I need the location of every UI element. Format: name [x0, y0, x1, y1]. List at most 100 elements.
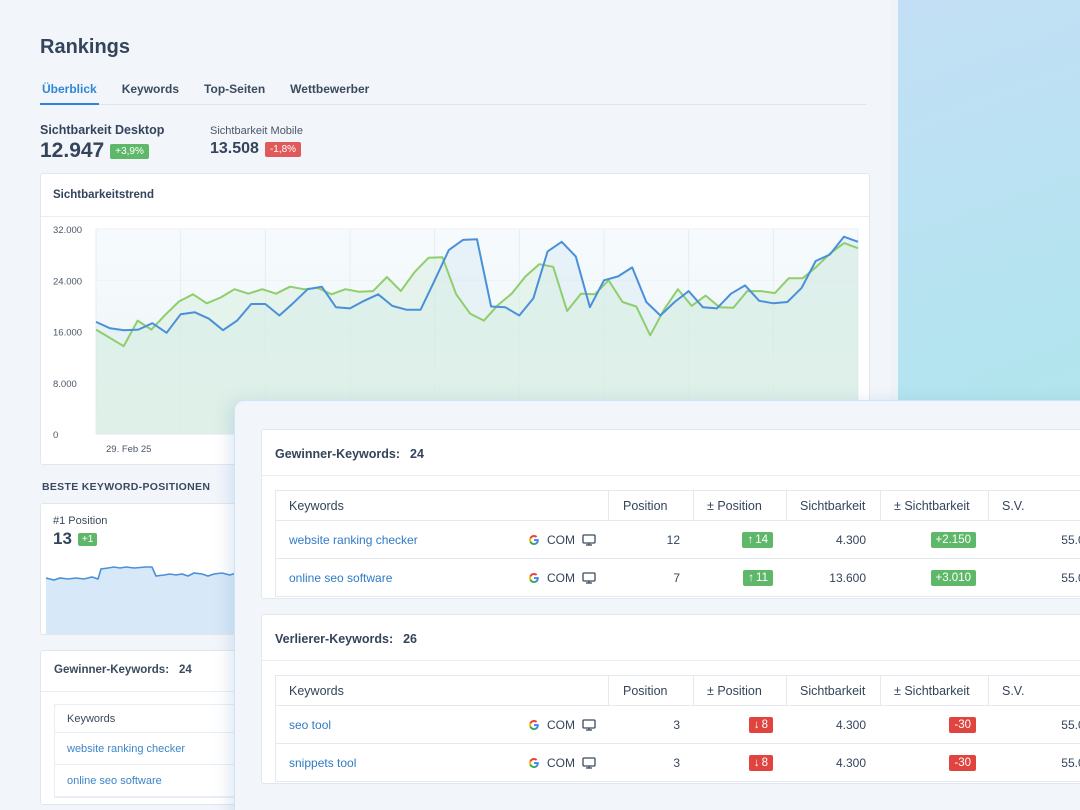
- tab-top-pages[interactable]: Top-Seiten: [204, 82, 266, 96]
- winners-count: 24: [410, 447, 424, 461]
- search-engine: COM: [528, 571, 608, 585]
- y-tick-label: 32.000: [53, 225, 82, 236]
- kpi-desktop-label: Sichtbarkeit Desktop: [40, 123, 165, 137]
- table-row: online seo software COM 7 ↑ 11 13.600 +3.…: [276, 559, 1080, 597]
- table-row: website ranking checker COM 12 ↑ 14 4.300…: [276, 521, 1080, 559]
- keyword-link[interactable]: website ranking checker: [67, 742, 186, 755]
- keyword-link[interactable]: seo tool: [289, 717, 332, 732]
- keywords-overlay-panel: Gewinner-Keywords: 24 Keywords Position ±…: [234, 400, 1080, 810]
- desktop-icon: [582, 533, 596, 546]
- col-position[interactable]: Position: [608, 491, 693, 520]
- best-positions-heading: BESTE KEYWORD-POSITIONEN: [42, 481, 211, 493]
- tab-overview[interactable]: Überblick: [40, 80, 99, 105]
- losers-title: Verlierer-Keywords: 26: [275, 632, 418, 646]
- google-icon: [529, 534, 539, 545]
- small-winners-title: Gewinner-Keywords: 24: [54, 664, 192, 676]
- tab-keywords[interactable]: Keywords: [121, 82, 180, 96]
- small-winners-header: Keywords: [55, 705, 249, 733]
- visibility-value: 13.600: [829, 570, 866, 585]
- position-change-badge: ↑ 11: [743, 569, 773, 586]
- visibility-change-badge: -30: [949, 754, 976, 771]
- y-tick-label: 16.000: [53, 328, 82, 339]
- col-visibility[interactable]: Sichtbarkeit: [786, 676, 880, 705]
- col-keywords[interactable]: Keywords: [289, 498, 344, 513]
- search-volume-value: 55.000: [1061, 532, 1080, 547]
- tab-bar: Überblick Keywords Top-Seiten Wettbewerb…: [40, 80, 866, 105]
- table-header: Keywords Position ± Position Sichtbarkei…: [276, 676, 1080, 706]
- col-search-volume[interactable]: S.V.: [988, 491, 1080, 520]
- first-position-value: 13: [53, 529, 72, 548]
- keyword-link[interactable]: online seo software: [67, 774, 162, 787]
- search-engine: COM: [528, 756, 608, 770]
- desktop-icon: [582, 756, 596, 769]
- desktop-icon: [582, 718, 596, 731]
- kpi-desktop-change: +3,9%: [110, 143, 149, 159]
- kpi-mobile-change: -1,8%: [264, 141, 302, 157]
- google-icon: [529, 719, 539, 730]
- arrow-down-icon: ↓: [753, 718, 760, 731]
- page-title: Rankings: [40, 36, 131, 58]
- position-value: 12: [666, 532, 680, 547]
- mobile-area: [96, 243, 858, 434]
- search-volume-value: 55.000: [1061, 755, 1080, 770]
- first-position-card: #1 Position 13 +1: [40, 503, 250, 635]
- arrow-up-icon: ↑: [748, 571, 755, 584]
- col-visibility[interactable]: Sichtbarkeit: [786, 491, 880, 520]
- google-icon: [529, 572, 539, 583]
- col-delta-position[interactable]: ± Position: [693, 491, 786, 520]
- search-volume-value: 55.000: [1061, 570, 1080, 585]
- small-winners-card: Gewinner-Keywords: 24 Keywords website ra…: [40, 650, 250, 805]
- col-delta-visibility[interactable]: ± Sichtbarkeit: [880, 491, 988, 520]
- visibility-trend-card: Sichtbarkeitstrend 32.000 24.000 16.000 8.0…: [40, 173, 870, 465]
- position-change-badge: ↓ 8: [748, 754, 773, 771]
- table-row: website ranking checker: [55, 733, 249, 765]
- visibility-value: 4.300: [835, 755, 866, 770]
- search-engine: COM: [528, 533, 608, 547]
- visibility-change-badge: +3.010: [930, 569, 976, 586]
- col-position[interactable]: Position: [608, 676, 693, 705]
- col-delta-visibility[interactable]: ± Sichtbarkeit: [880, 676, 988, 705]
- first-position-label: #1 Position: [53, 515, 108, 527]
- losers-card: Verlierer-Keywords: 26 Keywords Position …: [261, 614, 1080, 784]
- table-header: Keywords Position ± Position Sichtbarkei…: [276, 491, 1080, 521]
- y-tick-label: 8.000: [53, 379, 77, 390]
- table-row: snippets tool COM 3 ↓8 4.300 -30 55.000: [276, 744, 1080, 782]
- visibility-change-badge: -30: [949, 716, 976, 733]
- tab-competitors[interactable]: Wettbewerber: [290, 82, 370, 96]
- winners-title: Gewinner-Keywords: 24: [275, 447, 424, 461]
- table-row: online seo software: [55, 765, 249, 797]
- col-keywords[interactable]: Keywords: [289, 683, 344, 698]
- losers-table: Keywords Position ± Position Sichtbarkei…: [275, 675, 1080, 782]
- position-value: 7: [673, 570, 680, 585]
- losers-count: 26: [403, 632, 418, 646]
- position-value: 3: [673, 717, 680, 732]
- visibility-value: 4.300: [835, 717, 866, 732]
- keyword-link[interactable]: snippets tool: [289, 755, 357, 770]
- small-winners-count: 24: [179, 664, 192, 676]
- position-change-badge: ↓ 8: [748, 716, 773, 733]
- keyword-link[interactable]: online seo software: [289, 570, 393, 585]
- google-icon: [529, 757, 539, 768]
- winners-card: Gewinner-Keywords: 24 Keywords Position ±…: [261, 429, 1080, 599]
- kpi-mobile-label: Sichtbarkeit Mobile: [210, 125, 303, 137]
- col-delta-position[interactable]: ± Position: [693, 676, 786, 705]
- search-engine: COM: [528, 718, 608, 732]
- kpi-mobile-value: 13.508: [210, 140, 259, 157]
- first-position-change: +1: [77, 532, 98, 546]
- desktop-icon: [582, 571, 596, 584]
- kpi-mobile: Sichtbarkeit Mobile 13.508 -1,8%: [210, 125, 303, 158]
- col-search-volume[interactable]: S.V.: [988, 676, 1080, 705]
- table-row: seo tool COM 3 ↓8 4.300 -30 55.000: [276, 706, 1080, 744]
- kpi-desktop: Sichtbarkeit Desktop 12.947 +3,9%: [40, 123, 164, 163]
- y-tick-label: 0: [53, 430, 58, 441]
- arrow-down-icon: ↓: [753, 756, 760, 769]
- visibility-change-badge: +2.150: [930, 531, 976, 548]
- position-change-badge: ↑ 14: [742, 531, 773, 548]
- chart-title: Sichtbarkeitstrend: [53, 189, 154, 201]
- small-winners-table: Keywords website ranking checker online …: [54, 704, 249, 798]
- series-line-desktop: [95, 235, 859, 334]
- x-tick-label: 29. Feb 25: [106, 444, 151, 455]
- series-line-mobile: [95, 242, 859, 348]
- keyword-link[interactable]: website ranking checker: [289, 532, 418, 547]
- winners-table: Keywords Position ± Position Sichtbarkei…: [275, 490, 1080, 597]
